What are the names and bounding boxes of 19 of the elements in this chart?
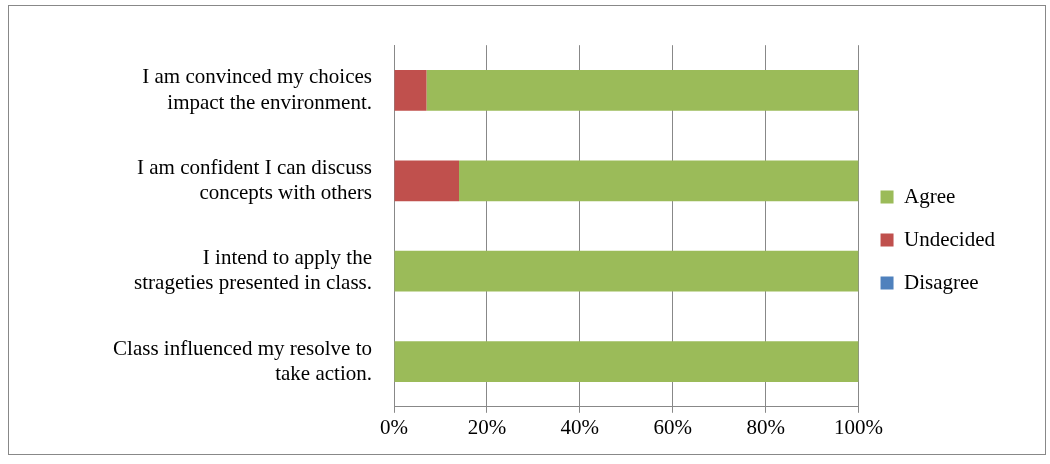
x-tick-label: 100% [834, 414, 884, 439]
bar [394, 341, 859, 382]
y-tick-label: I am confident I can discuss concepts with others [136, 154, 372, 204]
x-tick-label: 20% [467, 414, 507, 439]
bar [394, 160, 460, 202]
bar [394, 70, 427, 111]
legend-label: Agree [904, 183, 956, 208]
y-tick-label: Class influenced my resolve to take action. [113, 335, 372, 385]
x-tick-label: 80% [746, 414, 785, 439]
legend-label: Disagree [904, 269, 979, 294]
x-tick-label: 40% [560, 414, 600, 439]
bar [426, 70, 859, 111]
x-tick-label: 0% [380, 414, 408, 439]
y-tick-label: I intend to apply the strageties presented in class. [134, 245, 372, 295]
y-tick-label: I am convinced my choices impact the environment. [142, 64, 372, 114]
bar [459, 160, 859, 202]
x-tick-label: 60% [653, 414, 692, 439]
bar [394, 250, 859, 292]
legend-label: Undecided [904, 226, 996, 251]
